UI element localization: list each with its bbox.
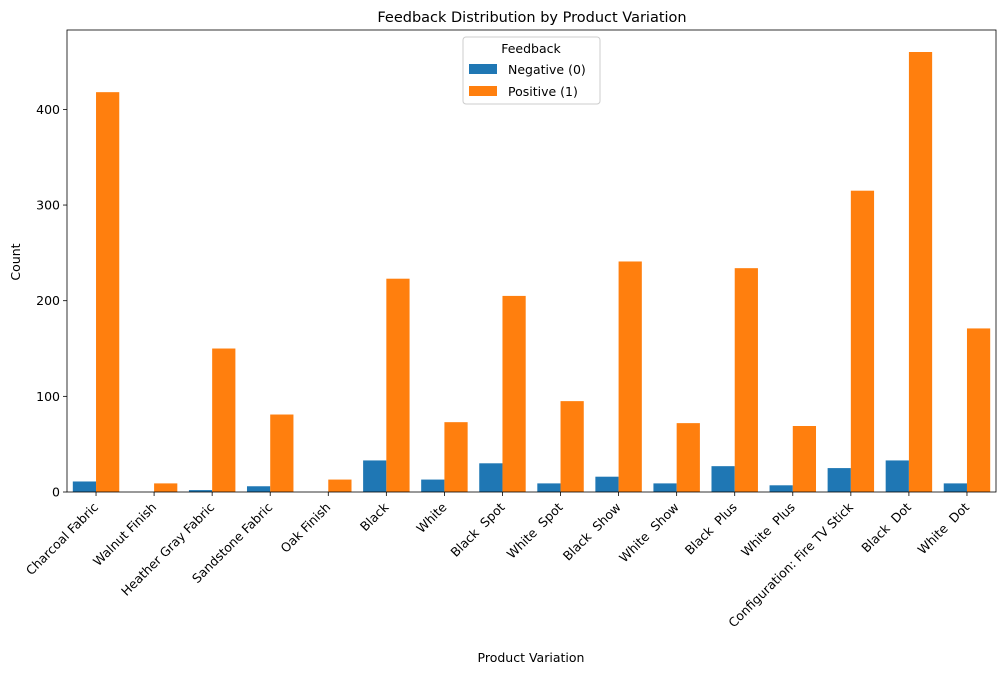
bar-negative-2 bbox=[188, 490, 213, 492]
x-tick-label-6: White bbox=[413, 499, 450, 536]
bar-negative-15 bbox=[943, 483, 967, 492]
y-axis-label: Count bbox=[8, 243, 23, 280]
legend-swatch-negative bbox=[469, 64, 497, 74]
bar-negative-14 bbox=[885, 460, 909, 492]
bar-positive-5 bbox=[386, 278, 410, 492]
bar-positive-3 bbox=[270, 414, 294, 492]
y-tick-label-4: 400 bbox=[36, 102, 60, 117]
legend-frame bbox=[462, 36, 601, 105]
bar-negative-0 bbox=[72, 481, 97, 492]
bar-positive-7 bbox=[502, 295, 526, 492]
plot-frame bbox=[66, 29, 997, 493]
legend-swatch-positive bbox=[469, 86, 497, 96]
bar-positive-0 bbox=[96, 92, 120, 493]
bar-negative-13 bbox=[827, 468, 851, 492]
y-tick-label-1: 100 bbox=[36, 389, 60, 404]
bar-positive-4 bbox=[328, 479, 352, 492]
x-tick-label-11: Black Plus bbox=[682, 500, 740, 558]
bar-negative-7 bbox=[479, 463, 503, 492]
bar-positive-6 bbox=[444, 422, 468, 492]
bar-positive-9 bbox=[618, 261, 642, 492]
bar-negative-8 bbox=[537, 483, 561, 492]
y-tick-label-0: 0 bbox=[52, 485, 60, 500]
bar-negative-11 bbox=[711, 466, 735, 492]
bar-positive-8 bbox=[560, 401, 584, 492]
bar-positive-1 bbox=[154, 483, 178, 492]
bar-negative-10 bbox=[653, 483, 677, 492]
bar-negative-3 bbox=[246, 486, 271, 492]
bar-negative-6 bbox=[421, 479, 445, 492]
legend: Feedback Negative (0) Positive (1) bbox=[462, 36, 601, 105]
bar-positive-2 bbox=[212, 348, 236, 492]
y-tick-label-2: 200 bbox=[36, 293, 60, 308]
x-tick-label-15: White Dot bbox=[914, 499, 972, 557]
bar-positive-15 bbox=[966, 328, 991, 492]
bar-positive-10 bbox=[676, 423, 700, 492]
x-tick-label-0: Charcoal Fabric bbox=[23, 499, 102, 578]
bar-positive-13 bbox=[850, 190, 875, 492]
x-tick-label-7: Black Spot bbox=[447, 499, 507, 559]
x-tick-label-5: Black bbox=[357, 499, 392, 534]
x-tick-label-8: White Spot bbox=[504, 499, 566, 561]
x-tick-label-10: White Show bbox=[616, 500, 682, 566]
bar-negative-9 bbox=[595, 476, 619, 492]
y-tick-label-3: 300 bbox=[36, 198, 60, 213]
bar-negative-5 bbox=[363, 460, 387, 492]
x-axis-label: Product Variation bbox=[478, 650, 585, 665]
x-tick-label-9: Black Show bbox=[560, 500, 624, 564]
x-tick-label-12: White Plus bbox=[738, 500, 798, 560]
bar-positive-12 bbox=[792, 426, 817, 492]
x-tick-label-13: Configuration: Fire TV Stick bbox=[725, 499, 856, 630]
legend-title: Feedback bbox=[501, 41, 561, 56]
bar-negative-12 bbox=[769, 485, 793, 492]
legend-label-negative: Negative (0) bbox=[508, 62, 586, 77]
bar-positive-14 bbox=[908, 52, 933, 492]
bar-positive-11 bbox=[734, 268, 758, 492]
x-tick-label-14: Black Dot bbox=[858, 499, 914, 555]
x-tick-label-4: Oak Finish bbox=[277, 500, 333, 556]
chart-title: Feedback Distribution by Product Variati… bbox=[377, 10, 686, 26]
legend-label-positive: Positive (1) bbox=[508, 84, 578, 99]
